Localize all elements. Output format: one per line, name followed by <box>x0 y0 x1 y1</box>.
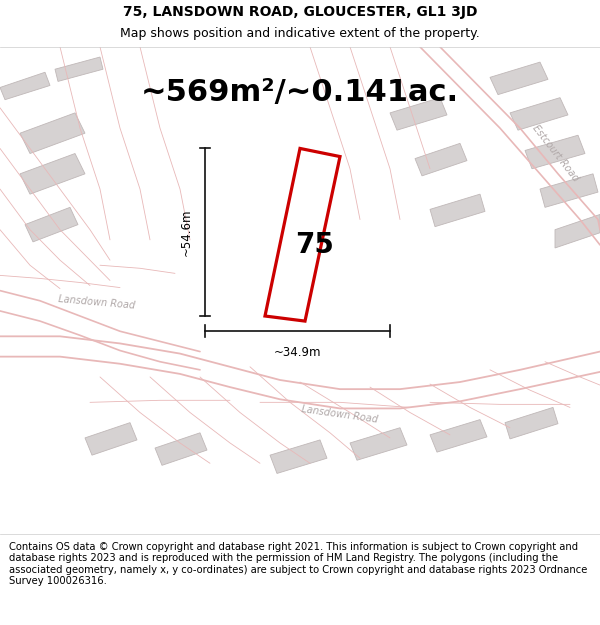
Polygon shape <box>350 428 407 460</box>
Text: Lansdown Road: Lansdown Road <box>58 294 136 311</box>
Polygon shape <box>525 135 585 169</box>
Polygon shape <box>555 214 600 248</box>
Text: ~54.6m: ~54.6m <box>180 209 193 256</box>
Text: 75: 75 <box>296 231 334 259</box>
Text: ~34.9m: ~34.9m <box>274 346 321 359</box>
Polygon shape <box>270 440 327 474</box>
Text: Map shows position and indicative extent of the property.: Map shows position and indicative extent… <box>120 28 480 40</box>
Text: 75, LANSDOWN ROAD, GLOUCESTER, GL1 3JD: 75, LANSDOWN ROAD, GLOUCESTER, GL1 3JD <box>123 5 477 19</box>
Polygon shape <box>20 113 85 154</box>
Polygon shape <box>430 419 487 452</box>
Polygon shape <box>25 208 78 242</box>
Polygon shape <box>0 72 50 99</box>
Polygon shape <box>510 98 568 130</box>
Polygon shape <box>430 194 485 227</box>
Polygon shape <box>20 154 85 194</box>
Text: Contains OS data © Crown copyright and database right 2021. This information is : Contains OS data © Crown copyright and d… <box>9 542 587 586</box>
Polygon shape <box>540 174 598 208</box>
Polygon shape <box>505 408 558 439</box>
Polygon shape <box>490 62 548 94</box>
Polygon shape <box>55 57 103 81</box>
Polygon shape <box>415 143 467 176</box>
Polygon shape <box>390 98 447 130</box>
Polygon shape <box>85 422 137 455</box>
Polygon shape <box>155 432 207 465</box>
Text: ~569m²/~0.141ac.: ~569m²/~0.141ac. <box>141 78 459 107</box>
Text: Lansdown Road: Lansdown Road <box>301 404 379 425</box>
Text: Estcourt Road: Estcourt Road <box>530 123 580 184</box>
